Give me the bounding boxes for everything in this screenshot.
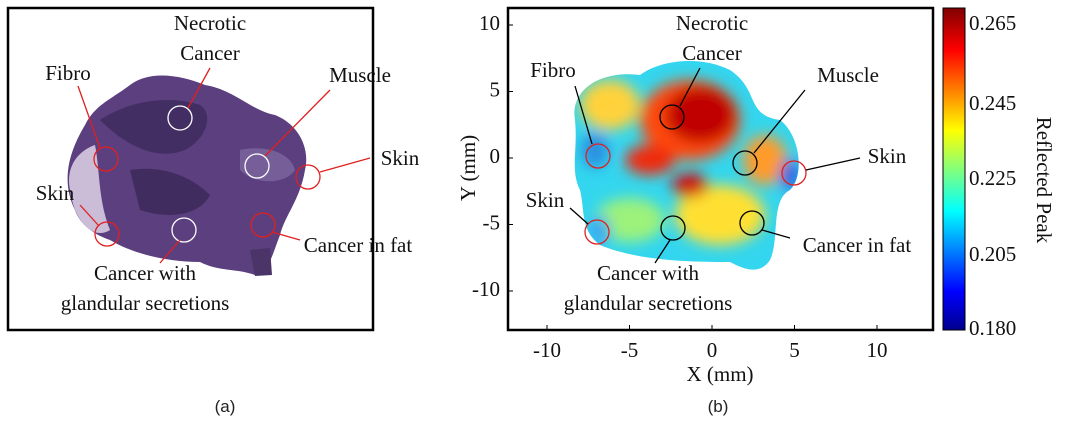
annotation: Cancer bbox=[682, 41, 741, 65]
x-tick-label: 5 bbox=[789, 338, 800, 362]
colorbar-tick-label: 0.225 bbox=[969, 166, 1016, 190]
annotation: glandular secretions bbox=[61, 291, 230, 315]
annotation: Cancer in fat bbox=[304, 233, 413, 257]
colorbar-label: Reflected Peak bbox=[1032, 117, 1056, 244]
y-axis-label: Y (mm) bbox=[456, 135, 480, 201]
annotation: glandular secretions bbox=[564, 291, 733, 315]
panel-label: (a) bbox=[215, 397, 236, 416]
colorbar-tick-label: 0.180 bbox=[969, 316, 1016, 340]
y-tick-label: 0 bbox=[490, 144, 501, 168]
annotation: Cancer with bbox=[597, 261, 700, 285]
y-tick-label: -10 bbox=[472, 277, 500, 301]
colorbar-tick-label: 0.205 bbox=[969, 242, 1016, 266]
annotation: Fibro bbox=[45, 61, 91, 85]
panel-label: (b) bbox=[708, 397, 729, 416]
colorbar bbox=[943, 8, 965, 330]
annotation: Skin bbox=[36, 181, 75, 205]
annotation: Muscle bbox=[817, 63, 879, 87]
figure: Necrotic Cancer Fibro Muscle Skin Skin Cancer … bbox=[0, 0, 1065, 437]
x-tick-label: -5 bbox=[621, 338, 639, 362]
x-tick-label: 10 bbox=[867, 338, 888, 362]
x-tick-label: 0 bbox=[707, 338, 718, 362]
annotation: Necrotic bbox=[676, 11, 748, 35]
annotation: Necrotic bbox=[174, 11, 246, 35]
y-tick-label: 5 bbox=[490, 77, 501, 101]
colorbar-tick-label: 0.265 bbox=[969, 11, 1016, 35]
annotation: Skin bbox=[381, 146, 420, 170]
annotation: Muscle bbox=[329, 63, 391, 87]
annotation: Cancer with bbox=[94, 261, 197, 285]
annotation: Skin bbox=[526, 188, 565, 212]
annotation: Skin bbox=[868, 144, 907, 168]
colorbar-tick-label: 0.245 bbox=[969, 91, 1016, 115]
annotation: Cancer in fat bbox=[803, 233, 912, 257]
annotation: Fibro bbox=[530, 58, 576, 82]
x-axis-label: X (mm) bbox=[686, 362, 753, 386]
x-tick-label: -10 bbox=[533, 338, 561, 362]
annotation: Cancer bbox=[180, 41, 239, 65]
y-tick-label: -5 bbox=[483, 210, 501, 234]
y-tick-label: 10 bbox=[479, 11, 500, 35]
